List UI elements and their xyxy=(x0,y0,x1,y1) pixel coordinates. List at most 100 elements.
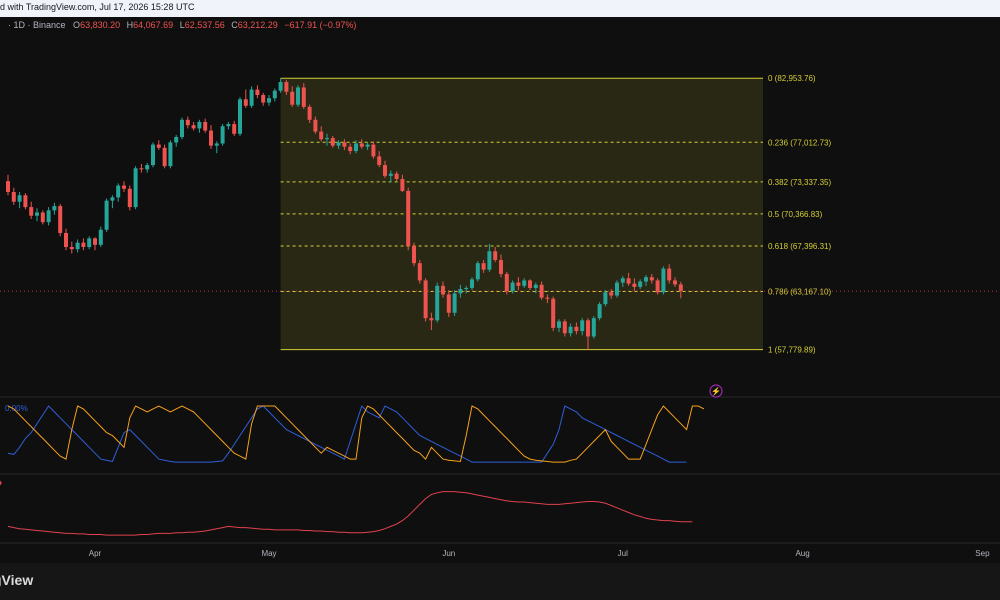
candle-body xyxy=(574,326,579,332)
candle-body xyxy=(52,206,57,211)
candle-body xyxy=(98,229,103,245)
candle-body xyxy=(406,190,411,246)
candle-body xyxy=(377,156,382,166)
candle-body xyxy=(632,283,637,287)
candle-body xyxy=(626,278,631,284)
candle-body xyxy=(75,242,80,250)
candle-body xyxy=(655,280,660,293)
candle-body xyxy=(342,142,347,147)
candle-body xyxy=(394,173,399,180)
candle-body xyxy=(383,165,387,176)
time-axis-label: Aug xyxy=(795,549,809,558)
candle-body xyxy=(313,119,318,132)
candlestick-series xyxy=(6,78,683,350)
candle-body xyxy=(330,138,335,146)
candle-body xyxy=(180,119,184,138)
candle-body xyxy=(493,251,498,260)
candle-body xyxy=(481,263,486,270)
candle-body xyxy=(214,143,219,146)
candle-body xyxy=(586,320,590,337)
candle-body xyxy=(522,280,527,286)
candle-body xyxy=(197,121,202,129)
candle-body xyxy=(412,245,416,264)
candle-body xyxy=(191,125,196,129)
candle-body xyxy=(122,185,126,189)
candle-body xyxy=(516,282,521,286)
legend-row: · 1D · Binance O63,830.20 H64,067.69 L62… xyxy=(8,20,356,30)
candle-body xyxy=(325,138,329,140)
candle-body xyxy=(110,197,115,201)
oscillator-label: 0.00% xyxy=(5,404,28,413)
time-axis-label: Jul xyxy=(618,549,628,558)
candle-body xyxy=(348,146,353,152)
candle-body xyxy=(64,232,68,247)
candle-body xyxy=(267,98,271,103)
line-indicator-line xyxy=(7,491,693,536)
candle-body xyxy=(539,284,544,298)
candle-body xyxy=(429,318,434,321)
candle-body xyxy=(139,168,144,170)
candle-body xyxy=(69,247,74,250)
high-label: H xyxy=(127,20,134,30)
candle-body xyxy=(354,143,358,152)
candle-body xyxy=(591,318,596,337)
candle-body xyxy=(528,280,532,288)
candle-body xyxy=(551,298,556,328)
attribution-text: d with TradingView.com, Jul 17, 2026 15:… xyxy=(0,2,195,12)
candle-body xyxy=(243,99,248,106)
candle-body xyxy=(87,238,92,247)
candle-body xyxy=(441,285,445,295)
candle-body xyxy=(11,192,16,202)
candle-body xyxy=(46,210,51,223)
candle-body xyxy=(620,278,625,283)
low-value: 62,537.56 xyxy=(185,20,225,30)
candle-body xyxy=(319,131,324,140)
candle-body xyxy=(23,195,28,208)
candle-body xyxy=(203,121,208,131)
candle-body xyxy=(284,82,289,92)
chart-svg[interactable]: · 1D · Binance O63,830.20 H64,067.69 L62… xyxy=(0,17,1000,563)
candle-body xyxy=(209,130,213,146)
candle-body xyxy=(644,277,648,282)
candle-body xyxy=(156,144,161,148)
candle-body xyxy=(452,293,457,313)
candle-body xyxy=(296,87,300,105)
line-indicator-marker xyxy=(0,480,2,486)
open-value: 63,830.20 xyxy=(80,20,120,30)
symbol-label: · 1D · Binance xyxy=(8,20,66,30)
candle-body xyxy=(597,304,602,319)
indicator-status-icon[interactable]: ⚡ xyxy=(709,384,723,398)
oscillator-line xyxy=(7,405,687,463)
lightning-icon[interactable] xyxy=(709,384,723,398)
candle-body xyxy=(238,99,242,134)
close-label: C xyxy=(231,20,238,30)
attribution-bar: d with TradingView.com, Jul 17, 2026 15:… xyxy=(0,0,1000,17)
candle-body xyxy=(510,282,515,292)
fib-retracement[interactable]: 0 (82,953.76) 0.236 (77,012.73) 0.382 (73,… xyxy=(280,74,832,355)
open-label: O xyxy=(73,20,80,30)
candle-body xyxy=(678,284,683,292)
candle-body xyxy=(487,251,492,270)
candle-body xyxy=(649,277,654,281)
fib-level-label: 0 (82,953.76) xyxy=(768,74,816,83)
candle-body xyxy=(278,82,283,91)
candle-body xyxy=(417,263,422,281)
candle-body xyxy=(545,297,550,299)
candle-body xyxy=(446,294,451,313)
low-label: L xyxy=(180,20,185,30)
candle-body xyxy=(307,106,312,120)
candle-body xyxy=(58,206,63,233)
fib-level-label: 0.5 (70,366.83) xyxy=(768,210,823,219)
candle-body xyxy=(6,181,10,193)
line-indicator-pane xyxy=(7,491,693,536)
candle-body xyxy=(145,165,150,170)
candle-body xyxy=(580,320,585,332)
fib-level-label: 0.618 (67,396.31) xyxy=(768,242,831,251)
fib-level-label: 1 (57,779.89) xyxy=(768,346,816,355)
candle-body xyxy=(17,195,22,202)
candle-body xyxy=(603,292,608,305)
candle-body xyxy=(562,321,567,334)
oscillator-pane xyxy=(7,405,705,463)
candle-body xyxy=(470,279,474,288)
fib-level-label: 0.236 (77,012.73) xyxy=(768,138,831,147)
